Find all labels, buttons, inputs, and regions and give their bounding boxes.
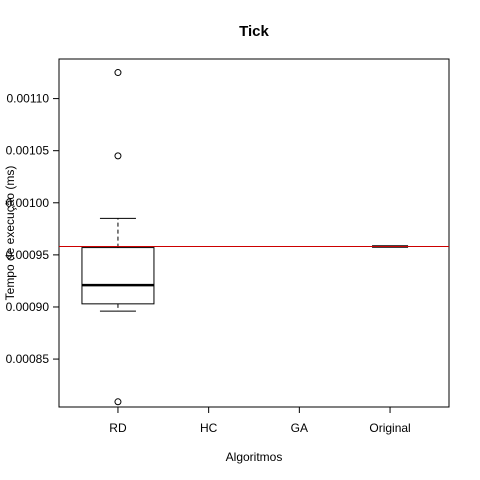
plot-marks [59, 69, 449, 406]
x-axis: RD HC GA Original [109, 407, 411, 435]
y-tick-label: 0.00085 [6, 352, 50, 366]
chart-title: Tick [239, 23, 269, 40]
x-axis-label: Algoritmos [226, 450, 283, 464]
x-tick-label: RD [109, 421, 127, 435]
y-tick-label: 0.00100 [6, 196, 50, 210]
y-tick-label: 0.00105 [6, 144, 50, 158]
outlier-point [114, 398, 122, 406]
y-axis: 0.00085 0.00090 0.00095 0.00100 0.00105 0.001… [6, 92, 59, 366]
box-RD [81, 247, 155, 305]
outlier-point [114, 69, 122, 77]
outlier-point [114, 152, 122, 160]
x-tick-label: HC [200, 421, 218, 435]
x-tick-label: GA [291, 421, 308, 435]
y-tick-label: 0.00110 [7, 92, 50, 106]
y-axis-label: Tempo de execução (ms) [3, 166, 17, 301]
plot-frame [58, 58, 450, 408]
y-tick-label: 0.00090 [6, 300, 50, 314]
x-tick-label: Original [369, 421, 410, 435]
y-tick-label: 0.00095 [6, 248, 50, 262]
